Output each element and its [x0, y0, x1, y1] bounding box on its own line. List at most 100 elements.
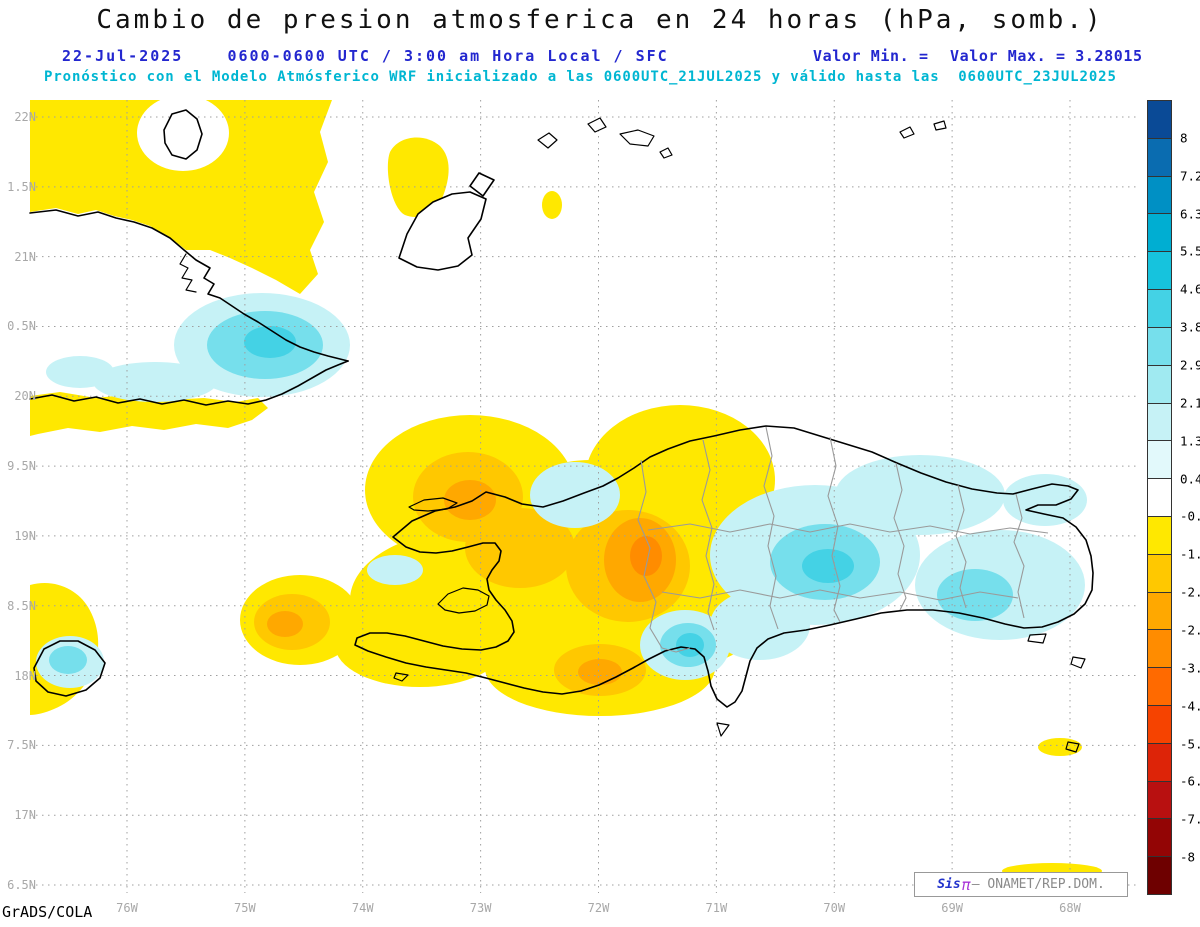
colorbar-tick-0.4: 0.4 [1180, 471, 1200, 487]
colorbar-segment-11 [1148, 516, 1171, 555]
colorbar-tick-3.8: 3.8 [1180, 319, 1200, 335]
shade-yellow-cuba-south [30, 392, 268, 436]
colorbar-tick-2.1: 2.1 [1180, 395, 1200, 411]
colorbar-segment-0 [1148, 101, 1171, 139]
lat-tick-8.5N: 8.5N [7, 598, 36, 613]
cay-island-1 [899, 126, 915, 139]
colorbar-tick--8: -8 [1180, 849, 1196, 865]
lon-tick-69W: 69W [941, 901, 963, 915]
subtitle-datetime: 22-Jul-2025 0600-0600 UTC / 3:00 am Hora… [62, 47, 669, 65]
colorbar-tick--4.6: -4.6 [1180, 698, 1200, 714]
hispaniola-coastline [354, 425, 1094, 708]
colorbar-segment-8 [1148, 403, 1171, 442]
colorbar-tick--1.3: -1.3 [1180, 546, 1200, 562]
small-cay-southeast [1065, 741, 1080, 753]
mona-island [1070, 656, 1086, 669]
lat-tick-0.5N: 0.5N [7, 319, 36, 334]
colorbar-tick--2.9: -2.9 [1180, 622, 1200, 638]
cuba-bays-detail [179, 253, 197, 293]
colorbar-tick--5.5: -5.5 [1180, 736, 1200, 752]
colorbar-segment-4 [1148, 252, 1171, 291]
colorbar-tick--0.4: -0.4 [1180, 508, 1200, 524]
colorbar-tick-4.6: 4.6 [1180, 281, 1200, 297]
colorbar-tick--7.2: -7.2 [1180, 811, 1200, 827]
colorbar-segment-19 [1148, 819, 1171, 858]
colorbar-tick--3.8: -3.8 [1180, 660, 1200, 676]
cuba-south-coastline [29, 360, 349, 406]
lon-tick-72W: 72W [587, 901, 610, 915]
colorbar-segment-7 [1148, 365, 1171, 404]
lon-tick-73W: 73W [469, 901, 492, 915]
colorbar-tick-8: 8 [1180, 130, 1188, 146]
lon-tick-74W: 74W [351, 901, 374, 915]
colorbar-tick--6.3: -6.3 [1180, 773, 1200, 789]
turks-caicos-island-3 [619, 129, 655, 147]
lon-tick-75W: 75W [234, 901, 256, 915]
lon-tick-70W: 70W [823, 901, 846, 915]
lat-tick-9.5N: 9.5N [7, 459, 36, 474]
lat-tick-19N: 19N [14, 528, 36, 543]
shade-yellow-inagua [387, 137, 449, 217]
haiti-dr-border [637, 459, 691, 653]
lat-tick-7.5N: 7.5N [7, 738, 36, 753]
onamet-brand-box: Sis π – ONAMET/REP.DOM. [914, 872, 1128, 897]
colorbar-segment-5 [1148, 290, 1171, 328]
valor-max-label: Valor Max. = 3.28015 [950, 47, 1143, 65]
saona-island [1027, 633, 1047, 644]
colorbar-tick--2.1: -2.1 [1180, 584, 1200, 600]
pressure-shading-layer [30, 95, 1102, 879]
colorbar-segment-20 [1148, 857, 1171, 895]
colorbar-segment-18 [1148, 781, 1171, 820]
shade-yellow-atlantic [30, 100, 332, 294]
ile-a-vache-island [393, 672, 409, 682]
colorbar-segment-17 [1148, 743, 1171, 782]
gonave-island [437, 587, 490, 614]
turks-caicos-island-1 [537, 132, 558, 149]
coastlines-layer [29, 109, 1094, 753]
lat-tick-6.5N: 6.5N [7, 878, 36, 893]
chart-title: Cambio de presion atmosferica en 24 hora… [96, 5, 1104, 35]
tortue-island [408, 497, 458, 512]
lat-tick-17N: 17N [14, 808, 36, 823]
colorbar-tick-2.9: 2.9 [1180, 357, 1200, 373]
province-boundaries-layer [637, 426, 1049, 653]
brand-onamet-label: – ONAMET/REP.DOM. [971, 877, 1105, 892]
lon-tick-71W: 71W [705, 901, 728, 915]
colorbar-segment-1 [1148, 138, 1171, 177]
colorbar-segment-13 [1148, 592, 1171, 631]
colorbar-segment-2 [1148, 176, 1171, 215]
lon-tick-76W: 76W [116, 901, 138, 915]
lat-tick-20N: 20N [14, 389, 36, 404]
colorbar [1147, 100, 1172, 895]
turks-caicos-island-2 [587, 117, 607, 133]
colorbar-segment-6 [1148, 327, 1171, 366]
acklins-island [163, 109, 203, 160]
colorbar-tick-7.2: 7.2 [1180, 168, 1200, 184]
cay-island-2 [933, 120, 947, 131]
cuba-north-coastline [29, 209, 349, 362]
turks-caicos-island-4 [659, 147, 673, 159]
great-inagua-island [398, 191, 487, 271]
lat-tick-22N: 22N [14, 110, 36, 124]
lat-tick-18N: 18N [14, 668, 36, 683]
colorbar-tick-5.5: 5.5 [1180, 243, 1200, 259]
colorbar-tick-1.3: 1.3 [1180, 433, 1200, 449]
valor-min-label: Valor Min. = [813, 47, 929, 65]
colorbar-segment-14 [1148, 630, 1171, 669]
colorbar-segment-9 [1148, 441, 1171, 480]
colorbar-tick-6.3: 6.3 [1180, 206, 1200, 222]
jamaica-coastline [33, 640, 106, 697]
beata-island [716, 722, 730, 737]
colorbar-segment-16 [1148, 706, 1171, 744]
colorbar-segment-10 [1148, 479, 1171, 517]
colorbar-segment-3 [1148, 214, 1171, 253]
little-inagua-island [469, 172, 495, 197]
brand-sis: Sis [937, 877, 961, 892]
forecast-line: Pronóstico con el Modelo Atmósferico WRF… [44, 69, 1117, 85]
colorbar-segment-15 [1148, 668, 1171, 706]
lat-tick-1.5N: 1.5N [7, 179, 36, 194]
grads-credit: GrADS/COLA [2, 903, 93, 921]
lon-tick-68W: 68W [1059, 901, 1081, 915]
